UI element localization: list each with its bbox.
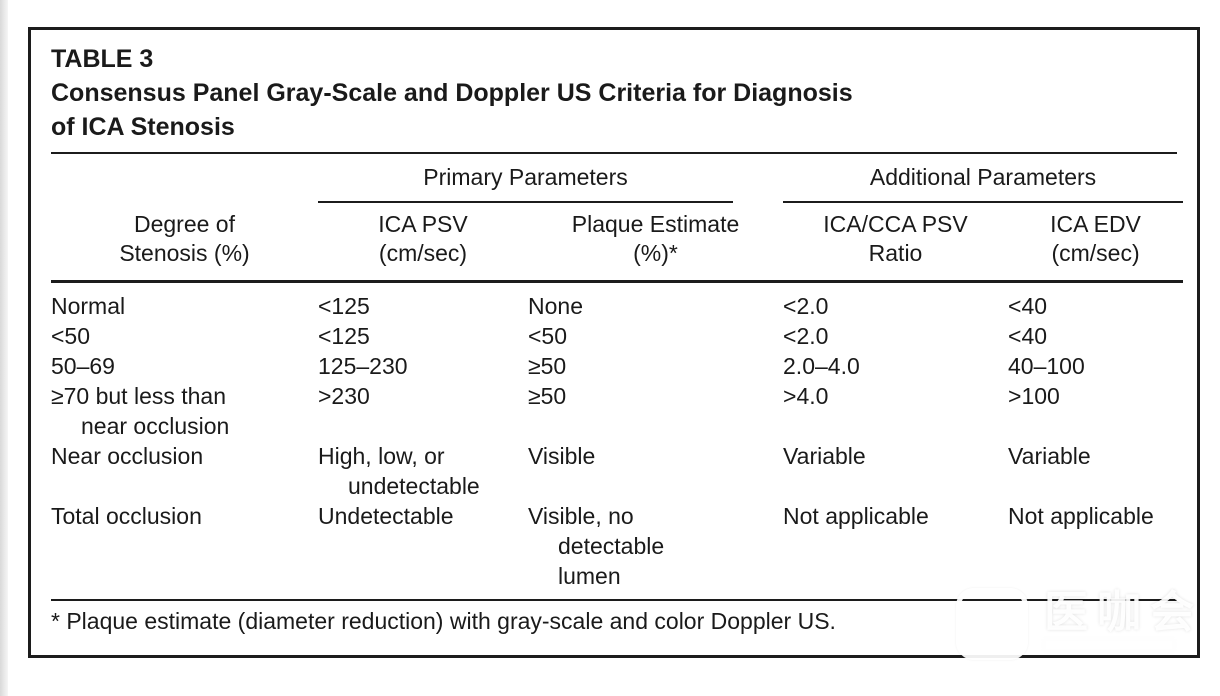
table-cell: Near occlusion xyxy=(51,443,204,469)
table-cell: Variable xyxy=(783,443,866,469)
table-row: Near occlusion High, low, or undetectable… xyxy=(51,441,1183,501)
table-cell: Undetectable xyxy=(318,503,454,529)
group-header-row: Primary Parameters Additional Parameters xyxy=(51,162,1184,203)
table-row: ≥70 but less than near occlusion >230 ≥50 >… xyxy=(51,381,1183,441)
table-body: Normal <125 None <2.0 <40 <50 <125 <50 <2.0 <40 50… xyxy=(51,282,1183,592)
table-row: Normal <125 None <2.0 <40 xyxy=(51,282,1183,322)
table-cell: ≥50 xyxy=(528,383,567,409)
footnote-rule xyxy=(51,599,1177,601)
table-row: 50–69 125–230 ≥50 2.0–4.0 40–100 xyxy=(51,351,1183,381)
table-cell: Normal xyxy=(51,293,126,319)
footnote: * Plaque estimate (diameter reduction) w… xyxy=(51,608,836,634)
table-cell: Variable xyxy=(1008,443,1091,469)
table-cell: Not applicable xyxy=(1008,503,1154,529)
column-header-row: Degree of Stenosis (%) ICA PSV (cm/sec) … xyxy=(51,203,1184,283)
table-cell: None xyxy=(528,293,583,319)
table-cell: Visible xyxy=(528,443,596,469)
table-cell: 125–230 xyxy=(318,353,408,379)
table-title: Consensus Panel Gray-Scale and Doppler U… xyxy=(51,79,853,141)
col-header-plaque-estimate: Plaque Estimate (%)* xyxy=(528,203,784,283)
table-cell: 50–69 xyxy=(51,353,115,379)
table-cell: Not applicable xyxy=(783,503,929,529)
group-rule-additional xyxy=(783,201,1184,203)
col-header-degree-of-stenosis: Degree of Stenosis (%) xyxy=(51,203,318,283)
group-label-additional: Additional Parameters xyxy=(869,164,1097,190)
table-cell: High, low, or undetectable xyxy=(318,443,480,499)
table-cell: Total occlusion xyxy=(51,503,202,529)
table-cell: <125 xyxy=(318,293,370,319)
table-cell: <2.0 xyxy=(783,293,829,319)
table-frame: TABLE 3 Consensus Panel Gray-Scale and D… xyxy=(28,27,1200,658)
table-cell: >230 xyxy=(318,383,370,409)
group-header-additional: Additional Parameters xyxy=(783,162,1184,203)
table-cell: <40 xyxy=(1008,293,1048,319)
group-rule-primary xyxy=(318,201,734,203)
table-cell: >4.0 xyxy=(783,383,829,409)
table-cell: >100 xyxy=(1008,383,1060,409)
table-cell: <40 xyxy=(1008,323,1048,349)
title-rule xyxy=(51,152,1177,154)
group-label-primary: Primary Parameters xyxy=(423,164,628,190)
group-header-empty xyxy=(51,162,318,203)
group-header-primary: Primary Parameters xyxy=(318,162,783,203)
table-cell: <50 xyxy=(528,323,568,349)
table-row: <50 <125 <50 <2.0 <40 xyxy=(51,321,1183,351)
col-header-ica-psv: ICA PSV (cm/sec) xyxy=(318,203,528,283)
table-label: TABLE 3 xyxy=(51,45,154,73)
table-cell: ≥70 but less than near occlusion xyxy=(51,383,230,439)
col-header-ica-edv: ICA EDV (cm/sec) xyxy=(1008,203,1184,283)
table-cell: <125 xyxy=(318,323,370,349)
table-cell: 2.0–4.0 xyxy=(783,353,860,379)
criteria-table: Primary Parameters Additional Parameters… xyxy=(51,162,1184,592)
table-cell: 40–100 xyxy=(1008,353,1085,379)
table-row: Total occlusion Undetectable Visible, no d… xyxy=(51,501,1183,591)
page-edge xyxy=(0,0,8,696)
table-cell: <2.0 xyxy=(783,323,829,349)
table-cell: <50 xyxy=(51,323,91,349)
table-cell: ≥50 xyxy=(528,353,567,379)
col-header-ica-cca-psv-ratio: ICA/CCA PSV Ratio xyxy=(783,203,1009,283)
table-cell: Visible, no detectable lumen xyxy=(528,503,665,589)
